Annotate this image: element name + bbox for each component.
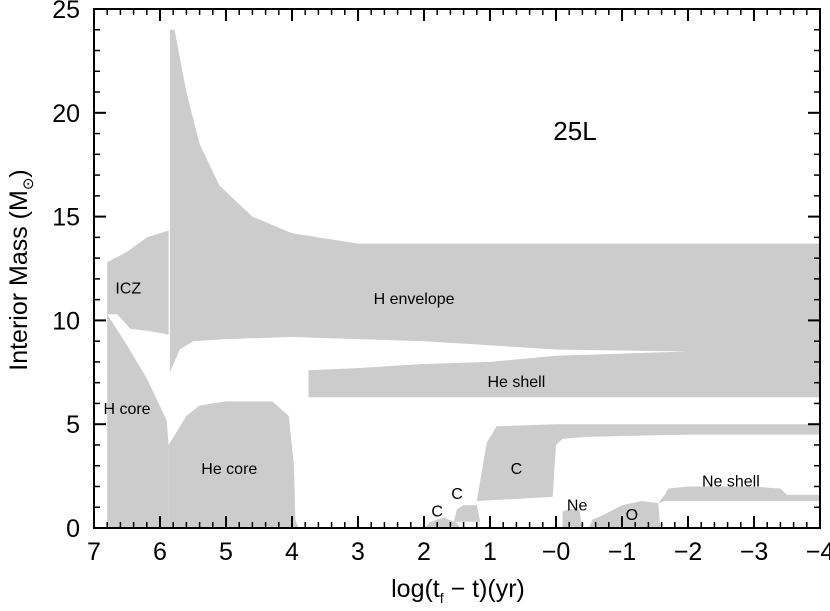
plot-frame bbox=[93, 8, 821, 529]
y-axis-title-sub: ⊙ bbox=[20, 178, 37, 191]
zone-label-he-shell: He shell bbox=[487, 374, 545, 391]
zone-ne-shell-10 bbox=[658, 486, 820, 504]
x-axis-title-sub: f bbox=[440, 590, 444, 606]
zone-label-ne: Ne bbox=[567, 497, 588, 514]
x-tick-label: 2 bbox=[417, 538, 431, 566]
x-tick-label: 6 bbox=[153, 538, 167, 566]
zone-c-7 bbox=[476, 424, 820, 501]
model-label: 25L bbox=[553, 116, 596, 146]
y-tick-label: 0 bbox=[66, 515, 80, 543]
zone-label-ne-shell: Ne shell bbox=[702, 474, 760, 491]
x-tick-label: −2 bbox=[674, 538, 703, 566]
zone-label-c: C bbox=[431, 504, 443, 521]
x-tick-label: 7 bbox=[87, 538, 101, 566]
y-tick-label: 20 bbox=[52, 100, 80, 128]
zone-o-9 bbox=[589, 501, 661, 528]
zone-c-5 bbox=[424, 517, 461, 528]
x-axis-title-main: log(t bbox=[391, 575, 440, 603]
zone-label-he-core: He core bbox=[201, 461, 257, 478]
zone-he-core-4 bbox=[168, 401, 299, 528]
y-axis-title: Interior Mass (M⊙) bbox=[5, 169, 37, 371]
y-tick-label: 25 bbox=[52, 0, 80, 24]
x-axis-title: log(tf − t)(yr) bbox=[391, 575, 525, 606]
zone-label-c: C bbox=[511, 461, 523, 478]
zone-c-6 bbox=[453, 505, 481, 522]
x-tick-label: −4 bbox=[806, 538, 830, 566]
y-tick-label: 15 bbox=[52, 204, 80, 232]
x-tick-label: 1 bbox=[483, 538, 497, 566]
x-tick-label: −0 bbox=[542, 538, 571, 566]
y-axis-title-main: Interior Mass (M bbox=[5, 190, 33, 371]
tick-labels: 7 6 5 4 3 2 1 −0 −1 −2 −3 −4 0 5 10 15 20 25 bbox=[52, 0, 830, 566]
y-tick-label: 10 bbox=[52, 307, 80, 335]
x-tick-label: 4 bbox=[285, 538, 299, 566]
convective-zones bbox=[107, 29, 820, 528]
zone-label-h-core: H core bbox=[103, 401, 150, 418]
y-axis-title-rest: ) bbox=[5, 169, 33, 177]
y-tick-label: 5 bbox=[66, 411, 80, 439]
x-axis-title-rest: − t)(yr) bbox=[444, 575, 525, 603]
zone-h-envelope-1 bbox=[169, 29, 820, 373]
axes bbox=[93, 8, 821, 529]
x-tick-label: 5 bbox=[219, 538, 233, 566]
zone-label-icz: ICZ bbox=[115, 280, 141, 297]
zone-h-core-3 bbox=[107, 314, 169, 528]
zone-he-shell-2 bbox=[308, 351, 820, 398]
x-tick-label: −1 bbox=[608, 538, 637, 566]
zone-label-c: C bbox=[451, 486, 463, 503]
x-tick-label: −3 bbox=[740, 538, 769, 566]
zone-icz-0 bbox=[107, 231, 169, 335]
zone-label-h-envelope: H envelope bbox=[374, 291, 455, 308]
x-tick-label: 3 bbox=[351, 538, 365, 566]
zone-ne-8 bbox=[562, 509, 583, 528]
zone-label-o: O bbox=[626, 507, 638, 524]
